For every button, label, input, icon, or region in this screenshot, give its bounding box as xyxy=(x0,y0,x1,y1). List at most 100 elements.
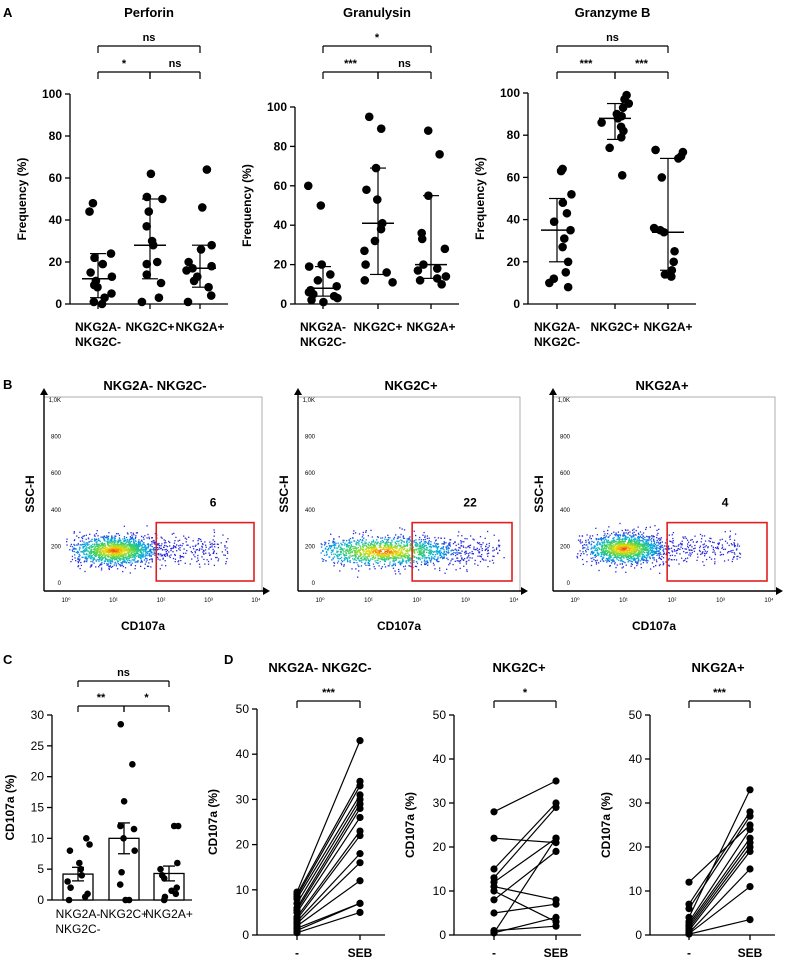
cell-event xyxy=(380,555,382,558)
cell-event xyxy=(408,557,411,559)
cell-event xyxy=(471,552,473,555)
cell-event xyxy=(640,557,643,559)
cell-event xyxy=(100,558,102,560)
cell-event xyxy=(96,549,99,551)
cell-event xyxy=(119,544,121,546)
cell-event xyxy=(632,536,634,538)
cell-event xyxy=(112,546,114,548)
cell-event xyxy=(437,537,440,539)
cell-event xyxy=(140,565,142,568)
cell-event xyxy=(372,546,374,549)
cell-event xyxy=(398,540,400,542)
cell-event xyxy=(610,548,612,551)
cell-event xyxy=(79,546,81,549)
cell-event xyxy=(122,556,124,558)
cell-event xyxy=(408,537,410,540)
cell-event xyxy=(151,537,153,539)
cell-event xyxy=(164,540,167,542)
cell-event xyxy=(467,556,469,558)
cell-event xyxy=(399,560,401,562)
cell-event xyxy=(681,543,683,545)
cell-event xyxy=(110,544,112,546)
cell-event xyxy=(668,552,671,554)
cell-event xyxy=(194,550,196,553)
cell-event xyxy=(137,561,139,563)
cell-event xyxy=(653,535,655,538)
cell-event xyxy=(641,533,643,536)
cell-event xyxy=(622,556,624,558)
cell-event xyxy=(705,558,708,561)
cell-event xyxy=(211,544,213,546)
cell-event xyxy=(437,551,439,553)
cell-event xyxy=(81,543,84,546)
cell-event xyxy=(373,545,376,547)
cell-event xyxy=(115,545,117,548)
cell-event xyxy=(407,556,409,559)
cell-event xyxy=(365,547,368,550)
cell-event xyxy=(608,541,610,543)
cell-event xyxy=(436,547,438,549)
cell-event xyxy=(226,550,229,553)
cell-event xyxy=(638,546,640,548)
cell-event xyxy=(71,549,74,552)
cell-event xyxy=(601,544,603,546)
cell-event xyxy=(599,544,601,546)
cell-event xyxy=(410,540,412,543)
cell-event xyxy=(601,551,603,554)
data-point xyxy=(142,222,151,231)
cell-event xyxy=(623,551,626,553)
cell-event xyxy=(424,540,426,543)
cell-event xyxy=(73,532,75,534)
cell-event xyxy=(340,563,343,566)
cell-event xyxy=(595,538,598,541)
cell-event xyxy=(630,539,633,541)
cell-event xyxy=(110,540,112,542)
cell-event xyxy=(330,533,332,535)
cell-event xyxy=(401,551,403,554)
cell-event xyxy=(97,535,99,537)
cell-event xyxy=(473,548,475,550)
significance-bracket: ns xyxy=(149,58,201,79)
cell-event xyxy=(608,550,610,552)
cell-event xyxy=(112,551,114,553)
cell-event xyxy=(620,549,622,551)
cell-event xyxy=(617,546,619,548)
cell-event xyxy=(66,538,68,540)
cell-event xyxy=(180,559,182,562)
cell-event xyxy=(119,540,121,542)
cell-event xyxy=(454,552,457,554)
cell-event xyxy=(117,539,120,542)
cell-event xyxy=(679,542,682,544)
cell-event xyxy=(118,541,120,543)
cell-event xyxy=(618,541,620,543)
cell-event xyxy=(110,554,112,557)
cell-event xyxy=(408,550,410,552)
cell-event xyxy=(424,563,427,566)
cell-event xyxy=(645,548,647,550)
cell-event xyxy=(123,557,125,559)
cell-event xyxy=(407,550,409,552)
cell-event xyxy=(362,559,364,561)
cell-event xyxy=(445,568,448,570)
cell-event xyxy=(130,545,133,547)
cell-event xyxy=(327,547,330,550)
cell-event xyxy=(465,563,468,565)
cell-event xyxy=(387,557,389,560)
cell-event xyxy=(390,545,392,548)
cell-event xyxy=(691,538,693,541)
cell-event xyxy=(484,549,486,551)
cell-event xyxy=(378,555,381,557)
cell-event xyxy=(620,550,622,552)
cell-event xyxy=(415,565,418,568)
cell-event xyxy=(667,549,669,551)
cell-event xyxy=(377,555,379,557)
cell-event xyxy=(461,550,463,552)
cell-event xyxy=(593,554,596,556)
cell-event xyxy=(643,559,645,561)
cell-event xyxy=(635,529,637,532)
cell-event xyxy=(402,552,404,555)
cell-event xyxy=(374,549,377,552)
cell-event xyxy=(468,559,470,561)
y-tick-label: 100 xyxy=(500,86,520,100)
cell-event xyxy=(387,538,390,541)
